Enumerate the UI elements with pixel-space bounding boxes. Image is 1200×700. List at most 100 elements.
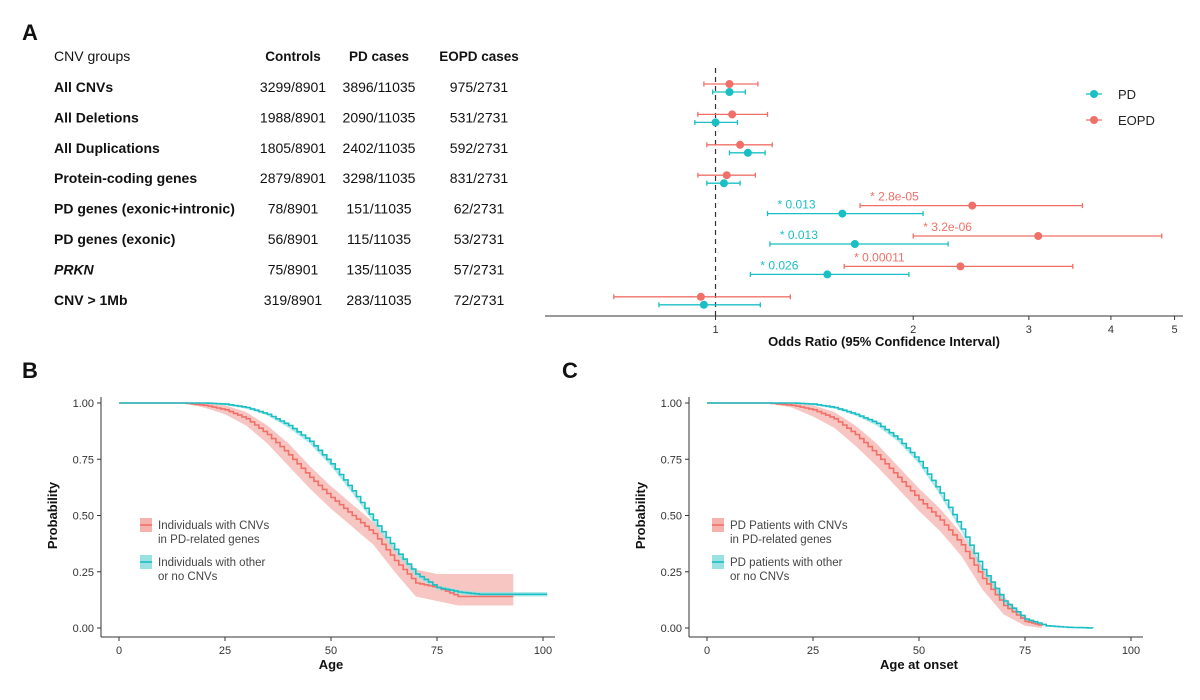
table-cell-controls: 319/8901 xyxy=(264,292,323,308)
table-row-group: CNV > 1Mb xyxy=(54,292,128,308)
x-tick-label: 25 xyxy=(807,645,819,657)
y-tick-label: 0.50 xyxy=(73,511,94,523)
table-cell-pd: 115/11035 xyxy=(347,231,411,247)
table-row-group: All Deletions xyxy=(54,109,139,125)
table-cell-controls: 1805/8901 xyxy=(260,140,326,156)
p-value-label: * 2.8e-05 xyxy=(870,190,919,204)
table-cell-controls: 3299/8901 xyxy=(260,79,326,95)
odds-ratio-point xyxy=(725,80,734,88)
x-tick-label: 0 xyxy=(116,645,122,657)
legend-label: PD xyxy=(1118,87,1136,102)
table-row-group: PD genes (exonic) xyxy=(54,231,175,247)
x-tick-label: 100 xyxy=(1122,645,1140,657)
legend: PD EOPD xyxy=(1086,87,1155,128)
odds-ratio-point xyxy=(736,140,745,149)
table-cell-pd: 283/11035 xyxy=(346,292,411,308)
panel-label-b: B xyxy=(22,358,38,383)
table-cell-pd: 3896/11035 xyxy=(343,79,416,95)
y-tick-label: 0.75 xyxy=(73,454,94,466)
legend-label: Individuals with CNVs xyxy=(158,520,269,532)
y-axis-title: Probability xyxy=(45,481,60,549)
legend-label: Individuals with other xyxy=(158,557,266,569)
odds-ratio-point xyxy=(728,110,737,119)
p-value-label: * 0.013 xyxy=(780,228,818,242)
table-row-group: All CNVs xyxy=(54,79,113,95)
x-tick-label: 75 xyxy=(1019,645,1031,657)
odds-ratio-point xyxy=(725,88,734,96)
odds-ratio-point xyxy=(743,148,752,157)
p-value-label: * 0.00011 xyxy=(854,250,905,264)
panel-label-c: C xyxy=(562,358,578,383)
table-cell-controls: 75/8901 xyxy=(268,261,319,277)
x-axis-title: Odds Ratio (95% Confidence Interval) xyxy=(768,334,1000,349)
table-cell-eopd: 831/2731 xyxy=(450,170,509,186)
legend-label: or no CNVs xyxy=(730,571,790,583)
table-header: EOPD cases xyxy=(439,49,519,64)
table-cell-eopd: 975/2731 xyxy=(450,79,509,95)
survival-curve xyxy=(707,402,1094,629)
panel-label-a: A xyxy=(22,20,38,45)
table-cell-controls: 56/8901 xyxy=(268,231,319,247)
odds-ratio-point xyxy=(850,240,859,248)
p-value-label: * 0.026 xyxy=(760,258,798,272)
cnv-table: CNV groups Controls PD cases EOPD cases All … xyxy=(54,48,519,308)
y-axis-title: Probability xyxy=(633,481,648,549)
confidence-band xyxy=(119,403,514,606)
y-tick-label: 0.50 xyxy=(661,511,682,523)
km-plot-age: 0.00 0.25 0.50 0.75 1.00 0 25 50 75 100 Age Probabi… xyxy=(45,397,555,672)
survival-curve xyxy=(119,402,548,596)
odds-ratio-point xyxy=(1034,232,1043,240)
y-tick-label: 0.75 xyxy=(661,454,682,466)
x-tick-label: 2 xyxy=(910,324,916,336)
table-cell-pd: 2090/11035 xyxy=(343,109,416,125)
x-tick-label: 4 xyxy=(1108,324,1114,336)
legend-key-point xyxy=(1090,116,1098,124)
odds-ratio-point xyxy=(823,270,832,279)
y-tick-label: 0.25 xyxy=(73,567,94,579)
table-cell-eopd: 62/2731 xyxy=(454,201,505,217)
legend-label: in PD-related genes xyxy=(730,534,832,546)
table-header: Controls xyxy=(265,49,321,64)
forest-plot: 1 2 3 4 5 Odds Ratio (95% Confidence Interval… xyxy=(545,68,1183,349)
legend-label: EOPD xyxy=(1118,113,1155,128)
table-header: CNV groups xyxy=(54,48,130,64)
odds-ratio-point xyxy=(719,179,728,188)
odds-ratio-point xyxy=(722,171,731,180)
odds-ratio-point xyxy=(838,209,847,218)
table-row-group: PD genes (exonic+intronic) xyxy=(54,201,235,217)
x-tick-label: 5 xyxy=(1172,324,1178,336)
table-cell-controls: 1988/8901 xyxy=(260,109,326,125)
y-tick-label: 1.00 xyxy=(661,398,682,410)
table-cell-eopd: 57/2731 xyxy=(454,261,505,277)
table-cell-controls: 78/8901 xyxy=(268,201,319,217)
y-tick-label: 1.00 xyxy=(73,398,94,410)
table-cell-pd: 151/11035 xyxy=(346,201,411,217)
table-row-group: Protein-coding genes xyxy=(54,170,197,186)
x-tick-label: 50 xyxy=(913,645,925,657)
table-row-group: All Duplications xyxy=(54,140,160,156)
confidence-band xyxy=(707,403,1042,628)
table-header: PD cases xyxy=(349,49,409,64)
legend: Individuals with CNVs in PD-related genes… xyxy=(140,518,269,583)
table-cell-pd: 135/11035 xyxy=(346,261,411,277)
legend-key-point xyxy=(1090,90,1098,98)
x-axis-title: Age xyxy=(319,657,344,672)
x-tick-label: 25 xyxy=(219,645,231,657)
legend-label: or no CNVs xyxy=(158,571,218,583)
odds-ratio-point xyxy=(956,262,965,271)
legend-label: PD patients with other xyxy=(730,557,843,569)
x-tick-label: 75 xyxy=(431,645,443,657)
x-tick-label: 100 xyxy=(534,645,552,657)
p-value-label: * 3.2e-06 xyxy=(923,220,972,234)
x-axis-title: Age at onset xyxy=(880,657,959,672)
km-plot-age-at-onset: 0.00 0.25 0.50 0.75 1.00 0 25 50 75 100 Age at ons… xyxy=(633,397,1143,672)
odds-ratio-point xyxy=(699,300,708,309)
table-cell-pd: 3298/11035 xyxy=(343,170,416,186)
table-cell-eopd: 72/2731 xyxy=(454,292,505,308)
confidence-band xyxy=(707,403,1093,628)
table-cell-controls: 2879/8901 xyxy=(260,170,326,186)
odds-ratio-point xyxy=(696,292,705,301)
y-tick-label: 0.00 xyxy=(661,623,682,635)
x-tick-label: 50 xyxy=(325,645,337,657)
